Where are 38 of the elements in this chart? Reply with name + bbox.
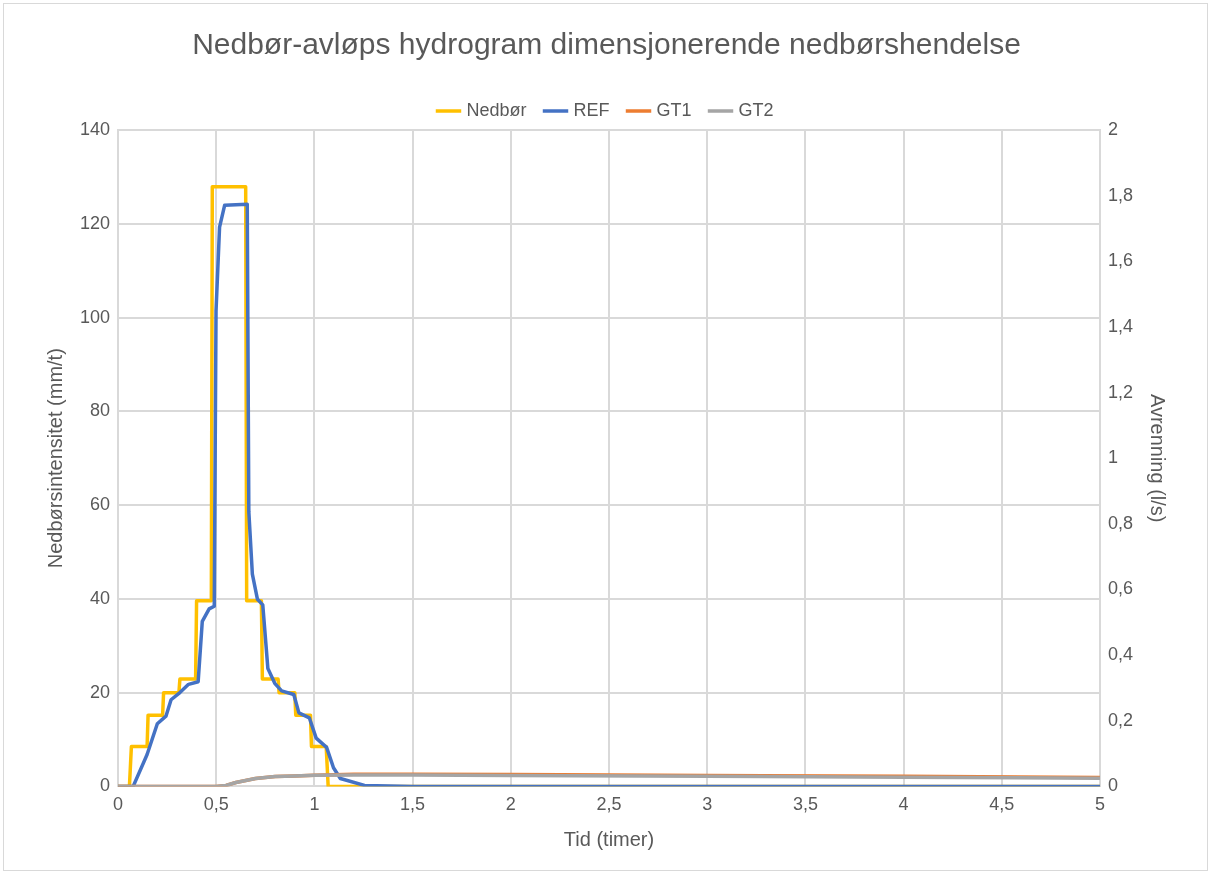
- x-tick-label: 0: [113, 794, 124, 815]
- y2-tick-label: 0,4: [1107, 644, 1134, 665]
- x-tick-label: 5: [1094, 794, 1105, 815]
- y2-tick-label: 0: [1107, 775, 1118, 796]
- y2-tick-label: 0,6: [1107, 578, 1134, 599]
- legend-label: GT1: [656, 99, 692, 120]
- x-tick-label: 4: [898, 794, 909, 815]
- y-tick-label: 20: [90, 681, 111, 702]
- legend-label: Nedbør: [466, 99, 527, 120]
- x-tick-label: 3,5: [792, 794, 818, 815]
- chart-title: Nedbør-avløps hydrogram dimensjonerende nedbørshendelse: [192, 27, 1021, 61]
- x-tick-label: 3: [702, 794, 713, 815]
- y2-tick-label: 1,6: [1107, 250, 1134, 271]
- x-tick-label: 2: [505, 794, 516, 815]
- y-tick-label: 0: [100, 775, 111, 796]
- y2-tick-label: 0,2: [1107, 709, 1134, 730]
- y2-tick-label: 2: [1107, 118, 1118, 139]
- y-tick-label: 140: [79, 118, 111, 139]
- x-tick-label: 0,5: [203, 794, 229, 815]
- y-tick-label: 100: [79, 306, 111, 327]
- y2-tick-label: 1: [1107, 447, 1118, 468]
- x-tick-label: 4,5: [989, 794, 1015, 815]
- x-tick-label: 1,5: [400, 794, 426, 815]
- y2-axis-title: Avrenning (l/s): [1147, 393, 1170, 523]
- y2-tick-label: 0,8: [1107, 512, 1134, 533]
- y2-tick-label: 1,4: [1107, 315, 1134, 336]
- x-axis-title: Tid (timer): [563, 827, 655, 850]
- y2-tick-label: 1,8: [1107, 184, 1134, 205]
- x-tick-label: 1: [309, 794, 320, 815]
- y-axis-title: Nedbørsintensitet (mm/t): [43, 348, 66, 569]
- y2-tick-label: 1,2: [1107, 381, 1134, 402]
- y-tick-label: 40: [90, 587, 111, 608]
- legend-label: GT2: [738, 99, 774, 120]
- legend-label: REF: [573, 99, 610, 120]
- y-tick-label: 80: [90, 400, 111, 421]
- x-tick-label: 2,5: [596, 794, 622, 815]
- y-tick-label: 120: [79, 212, 111, 233]
- y-tick-label: 60: [90, 494, 111, 515]
